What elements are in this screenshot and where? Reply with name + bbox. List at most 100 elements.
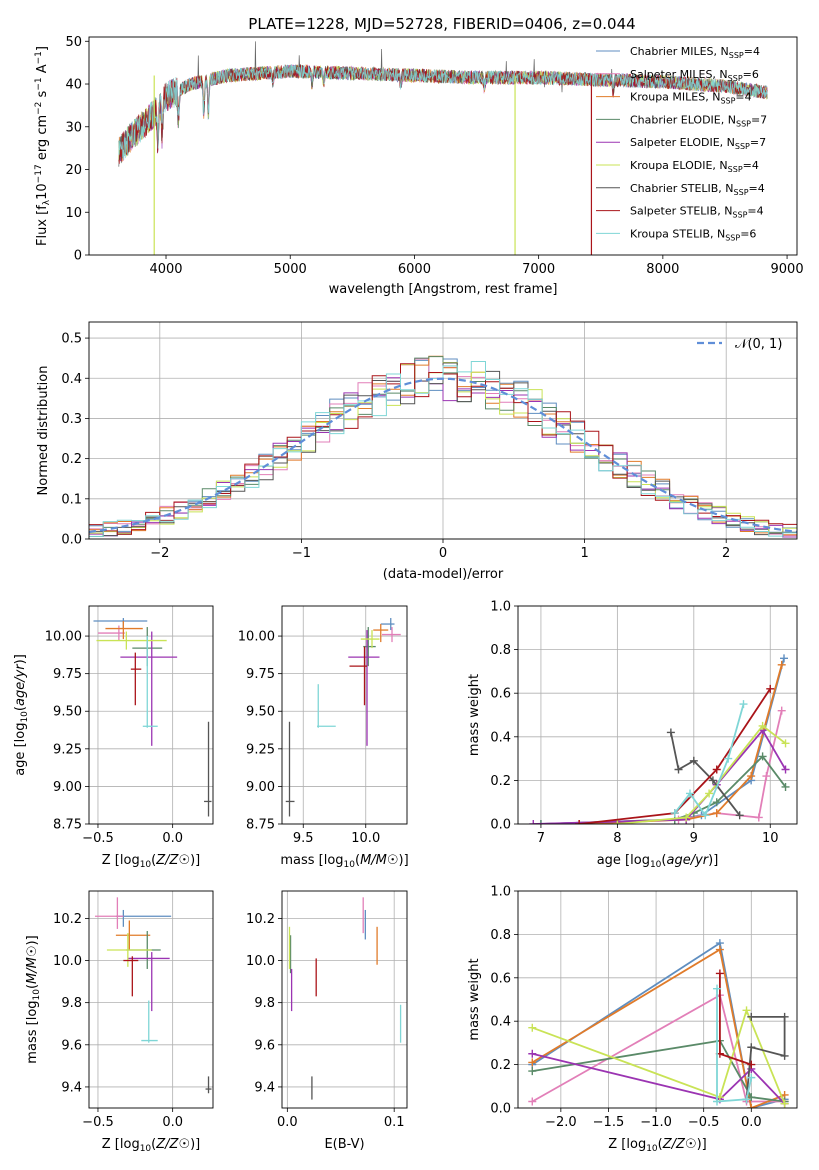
weight-marker (735, 811, 744, 820)
weight-line-kroupa-miles (531, 948, 785, 1108)
label-part: mass [ (280, 853, 323, 868)
weight-marker (701, 811, 710, 820)
legend-sub: SSP (728, 165, 743, 174)
label-part: age/yr (666, 853, 709, 868)
weight-marker (781, 782, 790, 791)
label-part: ( (355, 853, 360, 868)
label-part: 10 (35, 183, 50, 200)
weight-marker (715, 945, 724, 954)
x-axis-label: wavelength [Angstrom, rest frame] (329, 282, 558, 297)
label-part: log (626, 1137, 646, 1152)
plot-area (93, 618, 212, 817)
weight-marker (781, 739, 790, 748)
legend-text: Chabrier MILES, N (630, 45, 729, 58)
label-part: ( (661, 853, 666, 868)
y-tick-label: 10.2 (246, 912, 275, 927)
weight-marker (713, 984, 722, 993)
weight-marker (682, 813, 691, 822)
x-tick-label: 10 (762, 831, 779, 846)
y-tick-label: 0.0 (490, 818, 511, 833)
legend-entry: Chabrier MILES, NSSP=4 (630, 45, 760, 60)
weight-line-chabrier-elodie (532, 1039, 785, 1103)
y-tick-label: 8.75 (246, 818, 275, 833)
y-tick-label: 0.4 (490, 1015, 511, 1030)
weight-marker (528, 1023, 537, 1032)
weight-marker (758, 721, 767, 730)
x-axis-label: (data-model)/error (383, 567, 504, 582)
hist-kroupa-stelib (89, 361, 797, 537)
weight-marker (536, 820, 545, 824)
legend-entry: Kroupa STELIB, NSSP=6 (630, 227, 756, 242)
weight-marker (780, 1099, 789, 1108)
y-tick-label: 50 (65, 35, 82, 50)
legend-value: =4 (749, 182, 765, 195)
y-tick-label: 0.0 (61, 533, 82, 548)
x-tick-label: −0.5 (688, 1115, 720, 1130)
y-tick-label: 9.6 (254, 1038, 275, 1053)
y-axis-label: Normed distribution (36, 366, 51, 496)
x-tick-label: 0.0 (162, 1115, 183, 1130)
legend-text: Salpeter ELODIE, N (630, 136, 735, 149)
y-tick-label: 1.0 (490, 885, 511, 900)
label-part: ( (151, 853, 156, 868)
label-part: age/yr (13, 663, 28, 706)
label-part: s (35, 90, 50, 101)
grid-lines (518, 890, 797, 1109)
spectrum-line-kroupa-stelib (118, 64, 768, 161)
x-tick-label: −2 (150, 546, 169, 561)
axes-frame (88, 890, 214, 1109)
plots-layer: 4000 5000 6000 7000 8000 900001020304050Chabr… (13, 35, 804, 1154)
y-tick-label: 40 (65, 78, 82, 93)
label-part: Z [ (102, 853, 120, 868)
legend-value: =7 (751, 113, 767, 126)
weight-line-kroupa-stelib (716, 988, 753, 1103)
plot-area (285, 618, 401, 817)
label-part: 10 (344, 860, 356, 870)
y-tick-label: 9.4 (61, 1080, 82, 1095)
legend-text: Chabrier STELIB, N (630, 182, 734, 195)
hist-salpeter-elodie (89, 377, 797, 538)
weight-marker (685, 789, 694, 798)
y-tick-label: 0.4 (61, 372, 82, 387)
label-part: 10 (646, 1144, 658, 1154)
weight-marker (674, 765, 683, 774)
label-part: ( (13, 706, 28, 711)
x-axis-label: mass [log10(M/M☉)] (280, 853, 408, 870)
label-part: log (120, 1137, 140, 1152)
label-part: −1 (34, 51, 44, 64)
label-part: mass [ (25, 1020, 40, 1063)
axes-frame (517, 605, 798, 825)
grid-lines (282, 891, 407, 1108)
label-part: age [ (597, 853, 630, 868)
weight-marker (705, 789, 714, 798)
weight-marker (777, 706, 786, 715)
x-tick-label: 1 (580, 546, 588, 561)
y-tick-label: 9.00 (53, 780, 82, 795)
plot-area (288, 897, 402, 1100)
weight-marker (777, 660, 786, 669)
axes-frame (88, 605, 214, 825)
label-part: 10 (32, 989, 42, 1001)
subplot-age-vs-mass: 9.5 10.0 8.75 9.00 9.25 9.50 9.75 10.00 mass [lo… (238, 605, 409, 870)
weight-marker (742, 1006, 751, 1015)
weight-marker (762, 772, 771, 781)
weight-marker (713, 1097, 722, 1106)
figure-title: PLATE=1228, MJD=52728, FIBERID=0406, z=0… (248, 15, 635, 33)
y-tick-label: 9.75 (53, 667, 82, 682)
y-tick-label: 10.0 (53, 954, 82, 969)
y-tick-label: 9.00 (246, 780, 275, 795)
label-part: M/M (360, 853, 387, 868)
weight-marker (529, 820, 538, 824)
legend-text: Salpeter MILES, N (630, 68, 728, 81)
legend-text: Kroupa ELODIE, N (630, 159, 728, 172)
weight-marker (724, 754, 733, 763)
x-axis-label: Z [log10(Z/Z☉)] (102, 1137, 201, 1154)
legend-value: =4 (735, 91, 751, 104)
weight-marker (708, 776, 717, 785)
label-part: )] (13, 654, 28, 664)
legend-label: 𝒩(0, 1) (735, 337, 782, 352)
weight-marker (758, 752, 767, 761)
